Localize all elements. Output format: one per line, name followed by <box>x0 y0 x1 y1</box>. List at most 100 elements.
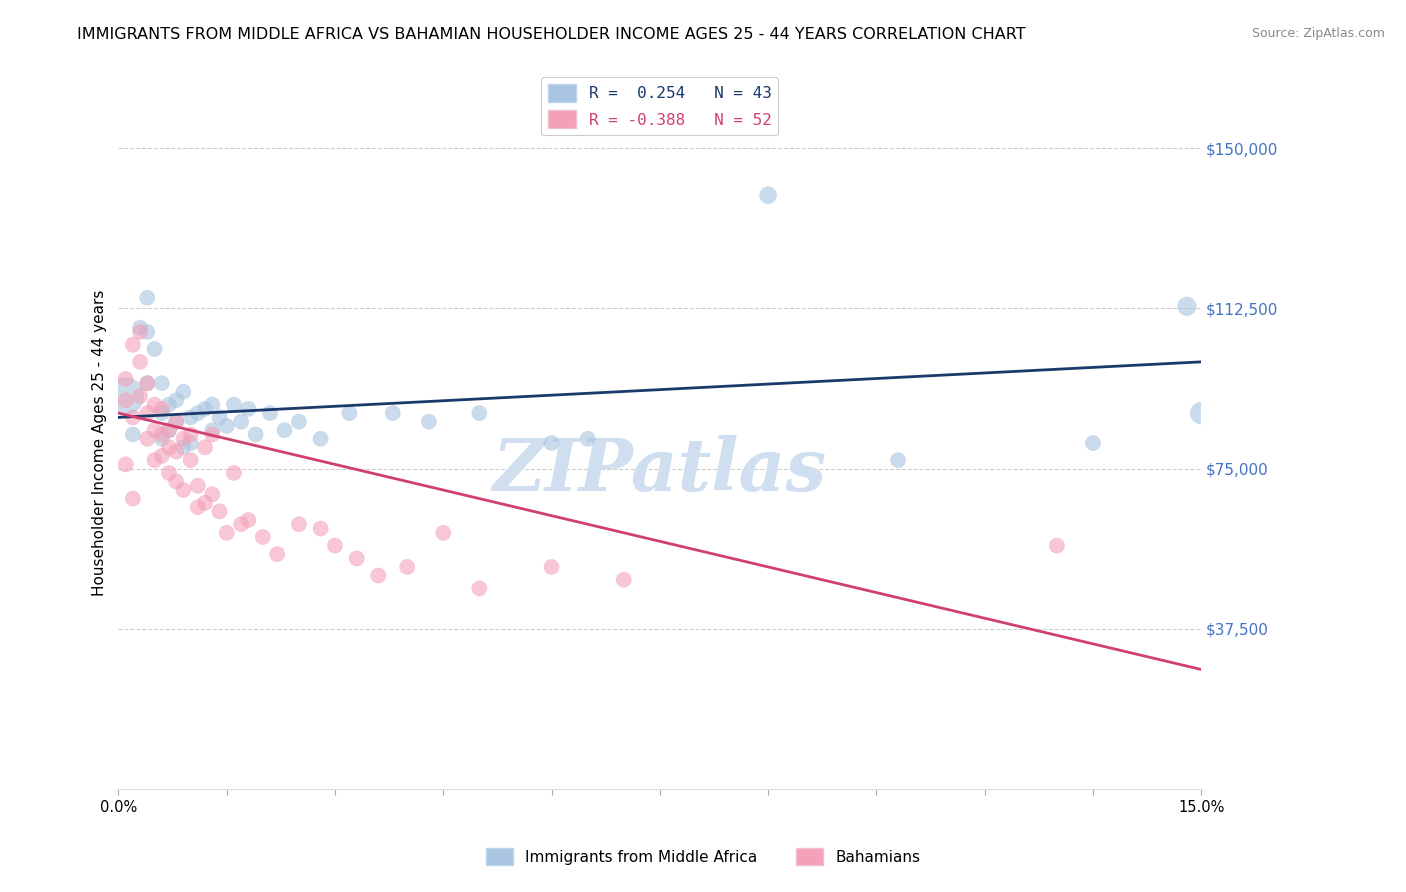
Point <box>273 423 295 437</box>
Point <box>150 401 173 416</box>
Point <box>165 415 187 429</box>
Point <box>266 547 288 561</box>
Point <box>172 384 194 399</box>
Point <box>165 475 187 489</box>
Point <box>367 568 389 582</box>
Point <box>613 573 636 587</box>
Point <box>150 432 173 446</box>
Point <box>136 406 159 420</box>
Text: Source: ZipAtlas.com: Source: ZipAtlas.com <box>1251 27 1385 40</box>
Point <box>172 432 194 446</box>
Point <box>180 427 202 442</box>
Point <box>129 355 152 369</box>
Point <box>150 406 173 420</box>
Point <box>201 487 224 501</box>
Point <box>194 440 217 454</box>
Point <box>1189 406 1212 420</box>
Point <box>150 376 173 391</box>
Point <box>194 401 217 416</box>
Point <box>122 337 145 351</box>
Point <box>114 389 136 403</box>
Point <box>468 406 491 420</box>
Point <box>201 423 224 437</box>
Point <box>122 491 145 506</box>
Point <box>136 291 159 305</box>
Point <box>339 406 361 420</box>
Point <box>309 432 332 446</box>
Point <box>432 525 454 540</box>
Point <box>222 398 245 412</box>
Point <box>887 453 910 467</box>
Point <box>172 440 194 454</box>
Point <box>187 500 209 515</box>
Point <box>136 325 159 339</box>
Point <box>157 466 180 480</box>
Legend: R =  0.254   N = 43, R = -0.388   N = 52: R = 0.254 N = 43, R = -0.388 N = 52 <box>541 78 779 135</box>
Point <box>468 582 491 596</box>
Point <box>238 513 260 527</box>
Point <box>576 432 599 446</box>
Point <box>208 504 231 518</box>
Point <box>231 517 253 532</box>
Point <box>180 453 202 467</box>
Text: IMMIGRANTS FROM MIDDLE AFRICA VS BAHAMIAN HOUSEHOLDER INCOME AGES 25 - 44 YEARS : IMMIGRANTS FROM MIDDLE AFRICA VS BAHAMIA… <box>77 27 1026 42</box>
Point <box>165 444 187 458</box>
Point <box>114 393 136 408</box>
Point <box>346 551 368 566</box>
Point <box>122 427 145 442</box>
Point <box>136 376 159 391</box>
Point <box>323 539 346 553</box>
Point <box>150 427 173 442</box>
Point <box>143 423 166 437</box>
Point <box>136 376 159 391</box>
Point <box>288 415 311 429</box>
Point <box>194 496 217 510</box>
Point <box>122 410 145 425</box>
Point <box>756 188 779 202</box>
Y-axis label: Householder Income Ages 25 - 44 years: Householder Income Ages 25 - 44 years <box>93 290 107 596</box>
Point <box>201 427 224 442</box>
Point <box>129 320 152 334</box>
Point <box>1175 299 1198 313</box>
Point <box>129 389 152 403</box>
Point <box>143 453 166 467</box>
Point <box>245 427 267 442</box>
Point <box>157 440 180 454</box>
Point <box>208 410 231 425</box>
Point <box>157 423 180 437</box>
Point <box>136 432 159 446</box>
Legend: Immigrants from Middle Africa, Bahamians: Immigrants from Middle Africa, Bahamians <box>479 842 927 871</box>
Point <box>396 560 419 574</box>
Point <box>165 415 187 429</box>
Point <box>252 530 274 544</box>
Point <box>540 560 562 574</box>
Point <box>157 423 180 437</box>
Point <box>231 415 253 429</box>
Point <box>540 436 562 450</box>
Point <box>418 415 440 429</box>
Point <box>114 372 136 386</box>
Point <box>150 449 173 463</box>
Point <box>238 401 260 416</box>
Point <box>215 525 238 540</box>
Point <box>288 517 311 532</box>
Point <box>1046 539 1069 553</box>
Point <box>143 398 166 412</box>
Point <box>381 406 404 420</box>
Point <box>1081 436 1104 450</box>
Point <box>129 325 152 339</box>
Point <box>165 393 187 408</box>
Point <box>143 342 166 356</box>
Point <box>215 419 238 434</box>
Text: ZIPatlas: ZIPatlas <box>492 435 827 507</box>
Point <box>172 483 194 497</box>
Point <box>201 398 224 412</box>
Point <box>114 458 136 472</box>
Point <box>180 436 202 450</box>
Point <box>259 406 281 420</box>
Point <box>309 521 332 535</box>
Point <box>157 398 180 412</box>
Point <box>187 479 209 493</box>
Point <box>187 406 209 420</box>
Point <box>180 410 202 425</box>
